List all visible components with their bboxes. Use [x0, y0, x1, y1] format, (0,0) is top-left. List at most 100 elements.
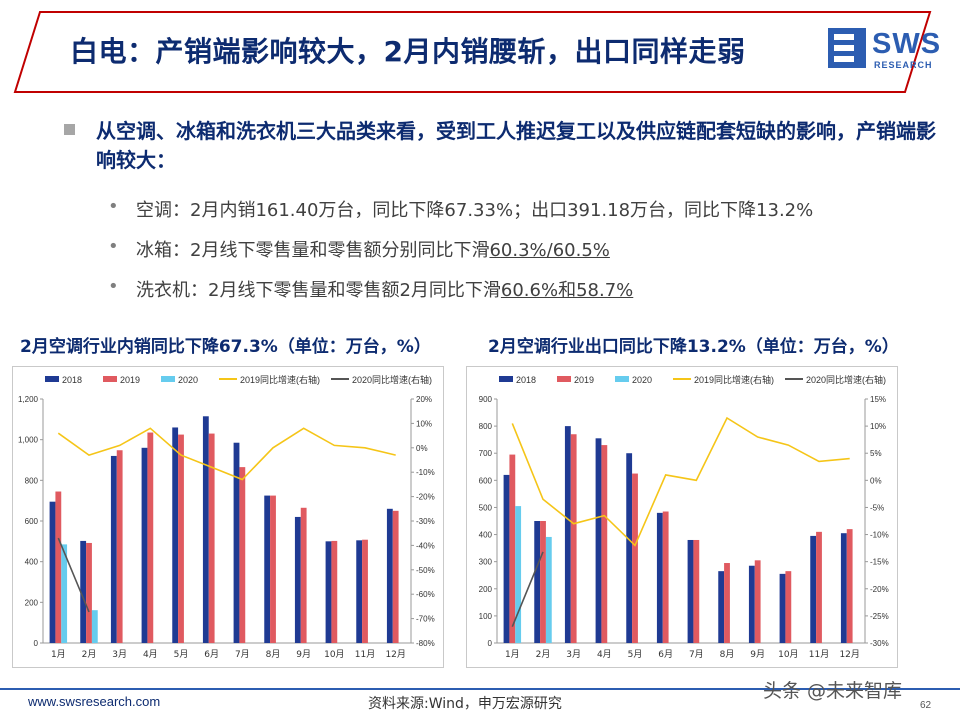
bar-2018: [718, 571, 725, 643]
chart-export-svg: 2018 2019 2020 2019同比增速(右轴) 2020同比增速(右轴) 0 100…: [479, 374, 889, 660]
bullet-dot-icon: •: [108, 196, 119, 217]
chart-title-domestic: 2月空调行业内销同比下降67.3%（单位：万台，%）: [20, 337, 431, 357]
legend-label: 2020: [632, 375, 652, 385]
y2-tick-label: 15%: [870, 395, 886, 404]
x-tick-label: 1月: [51, 649, 66, 660]
bar-2019: [392, 510, 399, 643]
legend-label: 2018: [516, 375, 536, 385]
y2-tick-label: -10%: [870, 531, 889, 540]
bullet-dot-icon: •: [108, 236, 119, 257]
x-tick-label: 7月: [689, 649, 704, 660]
y-tick-label: 400: [479, 531, 493, 540]
bar-2018: [49, 501, 56, 643]
legend-label: 2019: [120, 375, 140, 385]
y-tick-label: 300: [479, 558, 493, 567]
source-note: 资料来源:Wind，申万宏源研究: [368, 696, 562, 712]
footer-url[interactable]: www.swsresearch.com: [28, 694, 161, 709]
legend-label: 2019: [574, 375, 594, 385]
bar-2018: [748, 565, 755, 643]
bar-2020: [545, 536, 552, 643]
bar-2018: [294, 516, 301, 643]
x-tick-label: 2月: [82, 649, 97, 660]
x-tick-label: 8月: [266, 649, 281, 660]
y2-tick-label: -5%: [870, 503, 884, 512]
y2-tick-label: -60%: [416, 590, 435, 599]
bar-2018: [810, 535, 817, 643]
bar-2018: [840, 533, 847, 643]
bar-2018: [503, 474, 510, 643]
y-tick-label: 600: [479, 476, 493, 485]
y2-tick-label: -25%: [870, 612, 889, 621]
legend-swatch: [499, 376, 513, 382]
y-tick-label: 800: [479, 422, 493, 431]
bar-2018: [80, 540, 87, 643]
y2-tick-label: -20%: [416, 493, 435, 502]
x-tick-label: 7月: [235, 649, 250, 660]
bar-2018: [356, 540, 363, 643]
x-tick-label: 12月: [385, 649, 405, 660]
bar-2019: [662, 511, 669, 643]
bar-2019: [601, 445, 608, 643]
bar-2019: [724, 563, 730, 643]
x-tick-label: 8月: [720, 649, 735, 660]
y2-tick-label: 20%: [416, 395, 432, 404]
lead-text: 从空调、冰箱和洗衣机三大品类来看，受到工人推迟复工以及供应链配套短缺的影响，产销…: [96, 119, 936, 172]
footer-divider: [0, 688, 960, 690]
x-tick-label: 4月: [597, 649, 612, 660]
logo-subtext: RESEARCH: [874, 60, 933, 70]
bar-2019: [632, 473, 638, 643]
page-number: 62: [920, 700, 932, 711]
y2-tick-label: -40%: [416, 541, 435, 550]
bar-2020: [61, 544, 68, 643]
y2-tick-label: 10%: [870, 422, 886, 431]
y-tick-label: 700: [479, 449, 493, 458]
bar-2019: [86, 542, 92, 643]
bar-2018: [110, 455, 117, 643]
y2-tick-label: 0%: [416, 444, 428, 453]
bar-2019: [147, 432, 154, 643]
legend-label: 2020: [178, 375, 198, 385]
y-tick-label: 200: [479, 585, 493, 594]
x-tick-label: 1月: [505, 649, 520, 660]
legend-swatch: [45, 376, 59, 382]
x-tick-label: 11月: [809, 649, 829, 660]
legend-label: 2019同比增速(右轴): [240, 374, 320, 385]
y-tick-label: 200: [25, 598, 39, 607]
x-tick-label: 3月: [112, 649, 127, 660]
bullet-text: 冰箱：2月线下零售量和零售额分别同比下滑: [136, 240, 490, 261]
bar-2019: [846, 529, 853, 643]
y-tick-label: 100: [479, 612, 493, 621]
chart-title-export: 2月空调行业出口同比下降13.2%（单位：万台，%）: [488, 337, 899, 357]
bar-2019: [785, 571, 792, 643]
bar-2019: [570, 434, 577, 643]
y2-tick-label: 5%: [870, 449, 882, 458]
bar-2019: [540, 521, 546, 643]
y2-tick-label: -10%: [416, 468, 435, 477]
bullet-underlined: 60.6%和58.7%: [500, 280, 634, 301]
legend-swatch: [161, 376, 175, 382]
legend-swatch: [103, 376, 117, 382]
sws-logo: SWS RESEARCH: [826, 26, 944, 72]
bar-2018: [779, 573, 786, 643]
page-title: 白电：产销端影响较大，2月内销腰斩，出口同样走弱: [70, 35, 746, 68]
y2-tick-label: -20%: [870, 585, 889, 594]
square-bullet-icon: [64, 124, 75, 135]
y-tick-label: 900: [479, 395, 493, 404]
bar-2018: [656, 512, 663, 643]
y-tick-label: 400: [25, 558, 39, 567]
bar-2019: [300, 507, 307, 643]
bar-2019: [270, 495, 276, 643]
y-tick-label: 800: [25, 476, 39, 485]
x-tick-label: 10月: [778, 649, 798, 660]
y2-tick-label: 10%: [416, 419, 432, 428]
bar-2018: [233, 442, 240, 643]
y2-tick-label: 0%: [870, 476, 882, 485]
legend-label: 2018: [62, 375, 82, 385]
bar-2018: [202, 416, 209, 643]
logo-text: SWS: [872, 28, 942, 60]
bar-2019: [116, 450, 123, 643]
bar-2018: [325, 541, 332, 643]
bar-2018: [264, 495, 271, 643]
legend-label: 2020同比增速(右轴): [352, 374, 432, 385]
bar-2018: [172, 427, 179, 643]
